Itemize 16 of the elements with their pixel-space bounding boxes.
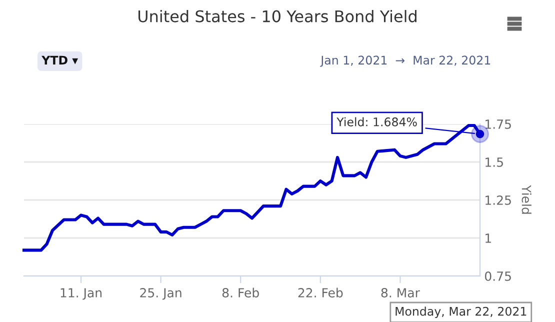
y-axis-title: Yield: [522, 185, 532, 214]
annotation: Yield: 1.684%: [336, 117, 417, 126]
y-tick-label: 1.75: [486, 120, 511, 129]
y-tick-label: 0.75: [484, 271, 511, 281]
text: Jan 1, 2021 → Mar 22, 2021: [320, 56, 490, 67]
y-tick-label: 1: [486, 234, 491, 243]
chart-title: United States - 10 Years Bond Yield: [138, 10, 416, 22]
x-tick-label: 22. Feb: [298, 288, 343, 298]
x-tick-label: 8. Feb: [222, 288, 259, 298]
x-tick-label: 25. Jan: [140, 288, 182, 300]
text: YTD ▾: [42, 56, 78, 64]
x-tick-label: 11. Jan: [60, 288, 102, 300]
y-tick-label: 1.25: [486, 195, 511, 205]
x-tick-label: 8. Mar: [381, 288, 420, 298]
text: Monday, Mar 22, 2021: [396, 306, 526, 318]
y-tick-label: 1.5: [486, 158, 503, 167]
